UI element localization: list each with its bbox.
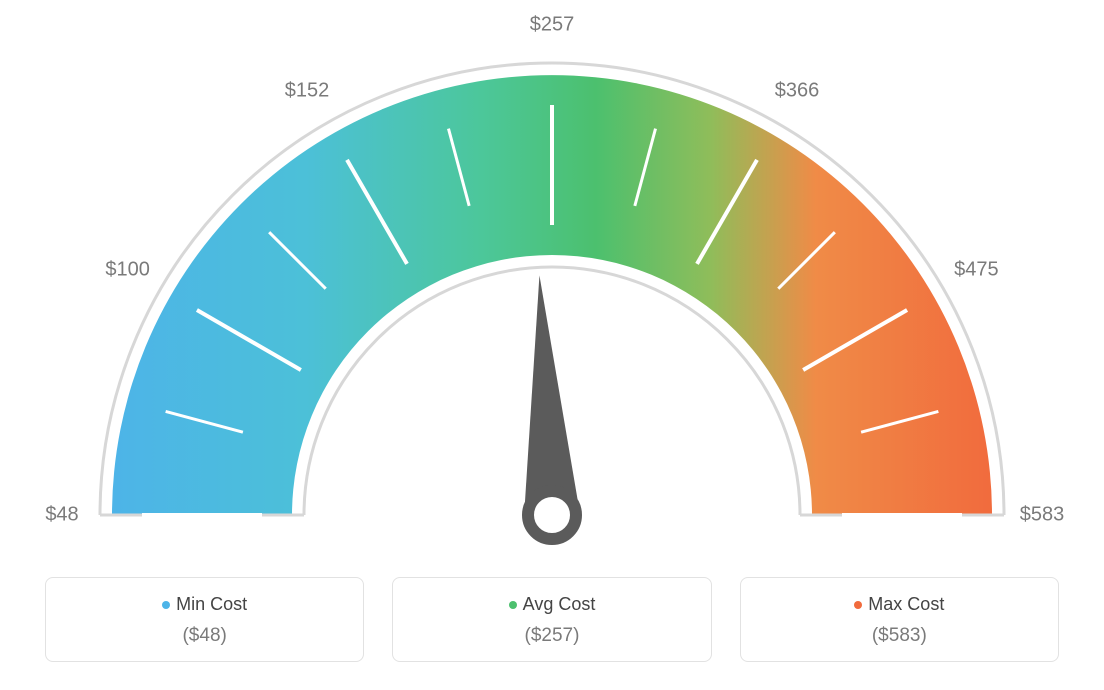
gauge-tick-label: $152 [285, 79, 330, 102]
avg-cost-title: Avg Cost [403, 594, 700, 615]
gauge-needle-hub [528, 491, 576, 539]
min-label: Min Cost [176, 594, 247, 614]
max-dot [854, 601, 862, 609]
min-dot [162, 601, 170, 609]
min-cost-value: ($48) [56, 625, 353, 647]
max-cost-value: ($583) [751, 625, 1048, 647]
gauge-tick-label: $583 [1020, 504, 1065, 527]
max-label: Max Cost [868, 594, 944, 614]
avg-dot [509, 601, 517, 609]
max-cost-title: Max Cost [751, 594, 1048, 615]
max-cost-card: Max Cost ($583) [740, 577, 1059, 662]
gauge-tick-label: $100 [105, 259, 150, 282]
avg-cost-card: Avg Cost ($257) [392, 577, 711, 662]
avg-label: Avg Cost [523, 594, 596, 614]
gauge-svg [52, 35, 1052, 555]
summary-cards: Min Cost ($48) Avg Cost ($257) Max Cost … [45, 577, 1059, 662]
gauge-needle [524, 275, 580, 516]
min-cost-card: Min Cost ($48) [45, 577, 364, 662]
gauge-tick-label: $475 [954, 259, 999, 282]
avg-cost-value: ($257) [403, 625, 700, 647]
gauge-chart: $48 $100 $152 $257 $366 $475 $583 [0, 0, 1104, 560]
gauge-tick-label: $257 [530, 14, 575, 37]
gauge-tick-label: $48 [45, 504, 78, 527]
min-cost-title: Min Cost [56, 594, 353, 615]
gauge-tick-label: $366 [775, 79, 820, 102]
